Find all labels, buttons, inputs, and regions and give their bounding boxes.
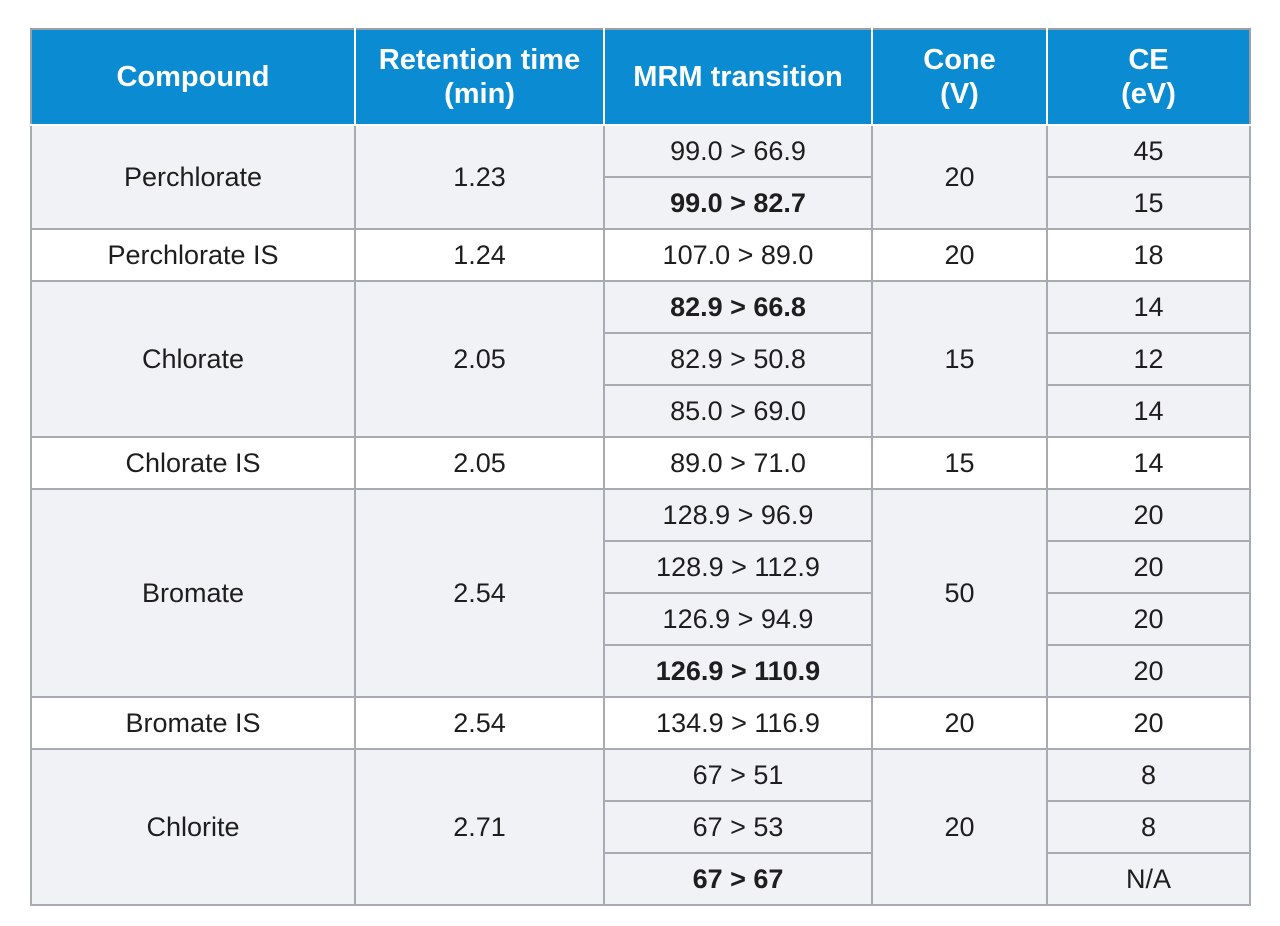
compound-cell: Bromate IS — [30, 696, 356, 750]
mrm-transition-cell: 89.0 > 71.0 — [603, 436, 873, 490]
mrm-transition-cell: 134.9 > 116.9 — [603, 696, 873, 750]
cone-cell: 15 — [871, 436, 1048, 490]
mrm-transition-cell: 126.9 > 94.9 — [603, 592, 873, 646]
mrm-transition-cell: 107.0 > 89.0 — [603, 228, 873, 282]
compound-cell: Perchlorate — [30, 124, 356, 230]
mrm-transition-cell: 128.9 > 96.9 — [603, 488, 873, 542]
ce-cell: 20 — [1046, 644, 1251, 698]
ce-cell: 8 — [1046, 800, 1251, 854]
table-row: 85.0 > 69.0 14 — [31, 384, 1251, 438]
compound-cell: Perchlorate IS — [30, 228, 356, 282]
header-ce: CE (eV) — [1046, 28, 1251, 126]
ce-cell: N/A — [1046, 852, 1251, 906]
retention-time-cell: 2.54 — [354, 696, 605, 750]
ce-cell: 20 — [1046, 488, 1251, 542]
table-row: 67 > 67 N/A — [31, 852, 1251, 906]
cone-cell: 20 — [871, 748, 1048, 906]
mrm-transition-cell: 82.9 > 50.8 — [603, 332, 873, 386]
ce-cell: 8 — [1046, 748, 1251, 802]
mrm-transition-cell: 99.0 > 82.7 — [603, 176, 873, 230]
ce-cell: 18 — [1046, 228, 1251, 282]
table-row: 82.9 > 50.8 12 — [31, 332, 1251, 386]
table-row: 126.9 > 110.9 20 — [31, 644, 1251, 698]
ce-cell: 12 — [1046, 332, 1251, 386]
mrm-transition-cell: 67 > 67 — [603, 852, 873, 906]
retention-time-cell: 2.05 — [354, 280, 605, 438]
header-mrm-transition: MRM transition — [603, 28, 873, 126]
mrm-transition-cell: 67 > 53 — [603, 800, 873, 854]
mrm-transition-cell: 85.0 > 69.0 — [603, 384, 873, 438]
mrm-transition-cell: 67 > 51 — [603, 748, 873, 802]
ce-cell: 20 — [1046, 696, 1251, 750]
table-row: Chlorate IS 2.05 89.0 > 71.0 15 14 — [30, 436, 1251, 490]
cone-cell: 20 — [871, 696, 1048, 750]
table-row: Bromate IS 2.54 134.9 > 116.9 20 20 — [30, 696, 1251, 750]
cone-cell: 20 — [871, 228, 1048, 282]
ce-cell: 45 — [1046, 124, 1251, 178]
cone-cell: 15 — [871, 280, 1048, 438]
compound-cell: Chlorate IS — [30, 436, 356, 490]
ce-cell: 14 — [1046, 384, 1251, 438]
table-row: 128.9 > 112.9 20 — [31, 540, 1251, 594]
ce-cell: 14 — [1046, 436, 1251, 490]
compound-cell: Chlorite — [30, 748, 356, 906]
retention-time-cell: 1.23 — [354, 124, 605, 230]
cone-cell: 50 — [871, 488, 1048, 698]
table-row: Bromate 2.54 128.9 > 96.9 50 20 — [30, 488, 1251, 698]
ce-cell: 15 — [1046, 176, 1251, 230]
compound-cell: Bromate — [30, 488, 356, 698]
table-row: 126.9 > 94.9 20 — [31, 592, 1251, 646]
retention-time-cell: 2.54 — [354, 488, 605, 698]
table-row: Chlorite 2.71 67 > 51 20 8 — [30, 748, 1251, 906]
header-row: Compound Retention time (min) MRM transit… — [30, 28, 1251, 126]
table-row: Chlorate 2.05 82.9 > 66.8 15 14 — [30, 280, 1251, 438]
table-row: 67 > 53 8 — [31, 800, 1251, 854]
mrm-transition-cell: 82.9 > 66.8 — [603, 280, 873, 334]
retention-time-cell: 1.24 — [354, 228, 605, 282]
table-row: Perchlorate IS 1.24 107.0 > 89.0 20 18 — [30, 228, 1251, 282]
table-row: Perchlorate 1.23 99.0 > 66.9 20 45 — [30, 124, 1251, 230]
mrm-transition-cell: 128.9 > 112.9 — [603, 540, 873, 594]
retention-time-cell: 2.71 — [354, 748, 605, 906]
mrm-transition-cell: 126.9 > 110.9 — [603, 644, 873, 698]
mrm-parameters-table: Compound Retention time (min) MRM transit… — [30, 28, 1251, 906]
header-retention-time: Retention time (min) — [354, 28, 605, 126]
ce-cell: 14 — [1046, 280, 1251, 334]
table-row: 99.0 > 82.7 15 — [31, 176, 1251, 230]
cone-cell: 20 — [871, 124, 1048, 230]
header-compound: Compound — [30, 28, 356, 126]
ce-cell: 20 — [1046, 592, 1251, 646]
retention-time-cell: 2.05 — [354, 436, 605, 490]
mrm-transition-cell: 99.0 > 66.9 — [603, 124, 873, 178]
compound-cell: Chlorate — [30, 280, 356, 438]
header-cone: Cone (V) — [871, 28, 1048, 126]
ce-cell: 20 — [1046, 540, 1251, 594]
